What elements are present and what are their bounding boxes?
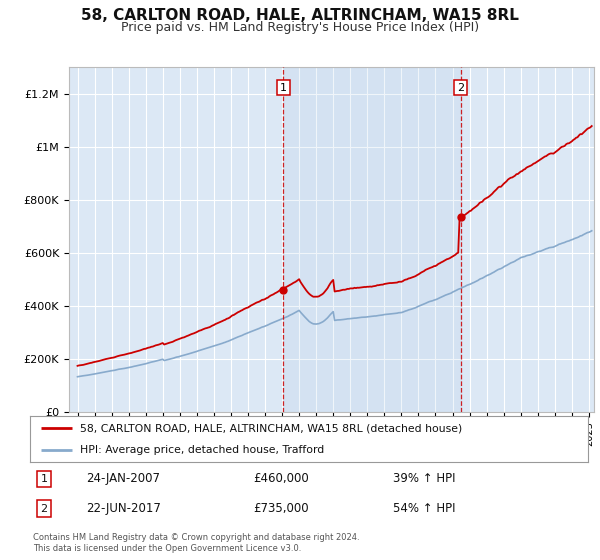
Text: £460,000: £460,000: [253, 473, 309, 486]
Text: 22-JUN-2017: 22-JUN-2017: [86, 502, 161, 515]
Text: 39% ↑ HPI: 39% ↑ HPI: [392, 473, 455, 486]
Text: 2: 2: [40, 503, 47, 514]
Text: HPI: Average price, detached house, Trafford: HPI: Average price, detached house, Traf…: [80, 445, 325, 455]
Text: 1: 1: [280, 83, 287, 93]
Text: 2: 2: [457, 83, 464, 93]
Text: 54% ↑ HPI: 54% ↑ HPI: [392, 502, 455, 515]
Text: 58, CARLTON ROAD, HALE, ALTRINCHAM, WA15 8RL: 58, CARLTON ROAD, HALE, ALTRINCHAM, WA15…: [81, 8, 519, 24]
Text: Price paid vs. HM Land Registry's House Price Index (HPI): Price paid vs. HM Land Registry's House …: [121, 21, 479, 34]
Text: 1: 1: [40, 474, 47, 484]
Text: 24-JAN-2007: 24-JAN-2007: [86, 473, 160, 486]
Text: £735,000: £735,000: [253, 502, 309, 515]
Bar: [283, 67, 461, 412]
Text: Contains HM Land Registry data © Crown copyright and database right 2024.
This d: Contains HM Land Registry data © Crown c…: [33, 533, 359, 553]
Text: 58, CARLTON ROAD, HALE, ALTRINCHAM, WA15 8RL (detached house): 58, CARLTON ROAD, HALE, ALTRINCHAM, WA15…: [80, 423, 463, 433]
